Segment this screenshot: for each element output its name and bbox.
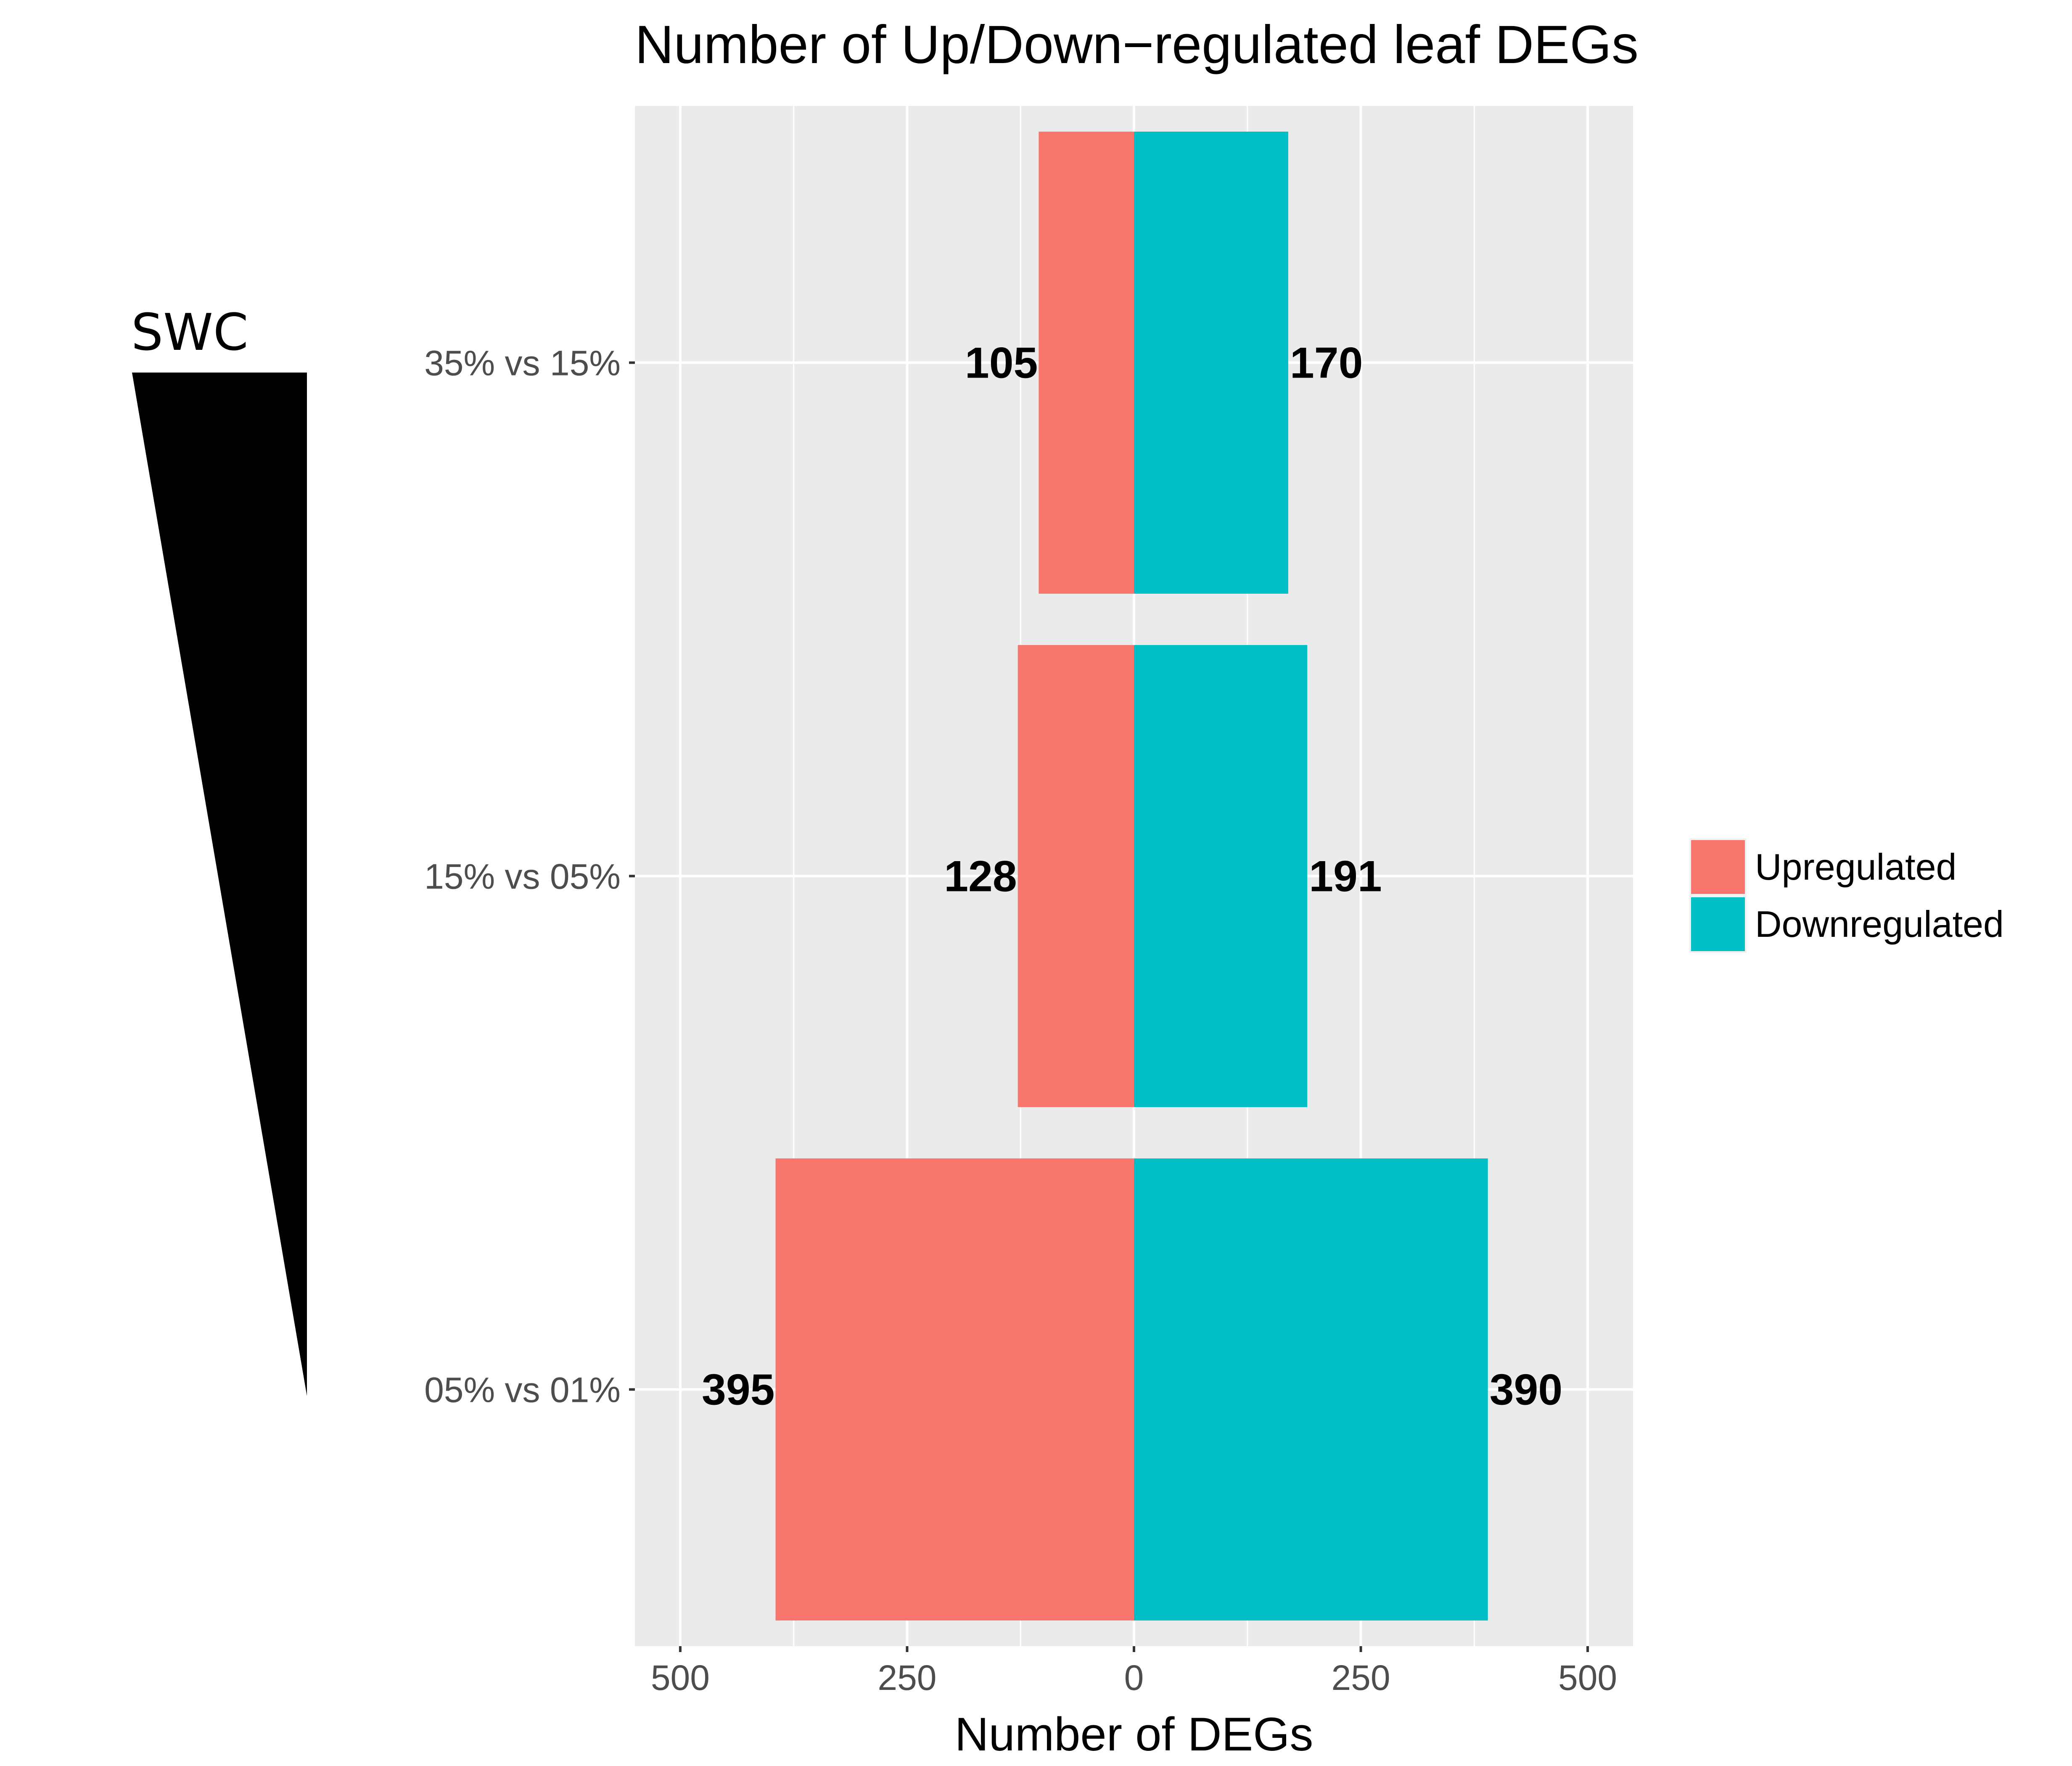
x-tick-label: 500 (1558, 1658, 1617, 1697)
value-label-downregulated: 390 (1490, 1366, 1563, 1414)
bar-downregulated (1134, 1158, 1488, 1621)
y-axis: 05% vs 01% 15% vs 05% 35% vs 15% (424, 344, 635, 1410)
value-labels: 395 128 105 390 191 170 (702, 339, 1562, 1414)
y-tick-label: 35% vs 15% (424, 344, 621, 383)
bar-downregulated (1134, 132, 1288, 594)
x-axis-title: Number of DEGs (955, 1708, 1314, 1761)
bars (775, 132, 1488, 1621)
legend-swatch (1691, 897, 1745, 951)
bar-upregulated (1039, 132, 1134, 594)
value-label-downregulated: 191 (1309, 852, 1382, 901)
value-label-downregulated: 170 (1290, 339, 1363, 388)
chart-title: Number of Up/Down−regulated leaf DEGs (635, 15, 1639, 75)
value-label-upregulated: 395 (702, 1366, 775, 1414)
legend-label: Downregulated (1755, 903, 2004, 945)
legend: Upregulated Downregulated (1689, 838, 2004, 953)
value-label-upregulated: 128 (944, 852, 1017, 901)
x-tick-label: 0 (1124, 1658, 1144, 1697)
x-axis: 500 250 0 250 500 (651, 1646, 1617, 1697)
legend-label: Upregulated (1755, 846, 1956, 888)
legend-swatch (1691, 840, 1745, 894)
swc-annotation: SWC (131, 304, 307, 1396)
x-tick-label: 250 (877, 1658, 936, 1697)
value-label-upregulated: 105 (965, 339, 1038, 388)
x-tick-label: 500 (651, 1658, 710, 1697)
bar-downregulated (1134, 645, 1308, 1107)
bar-upregulated (775, 1158, 1134, 1621)
y-tick-label: 05% vs 01% (424, 1370, 621, 1410)
bar-upregulated (1018, 645, 1134, 1107)
y-tick-label: 15% vs 05% (424, 857, 621, 896)
swc-label: SWC (131, 304, 248, 362)
swc-wedge (132, 373, 307, 1396)
x-tick-label: 250 (1331, 1658, 1390, 1697)
